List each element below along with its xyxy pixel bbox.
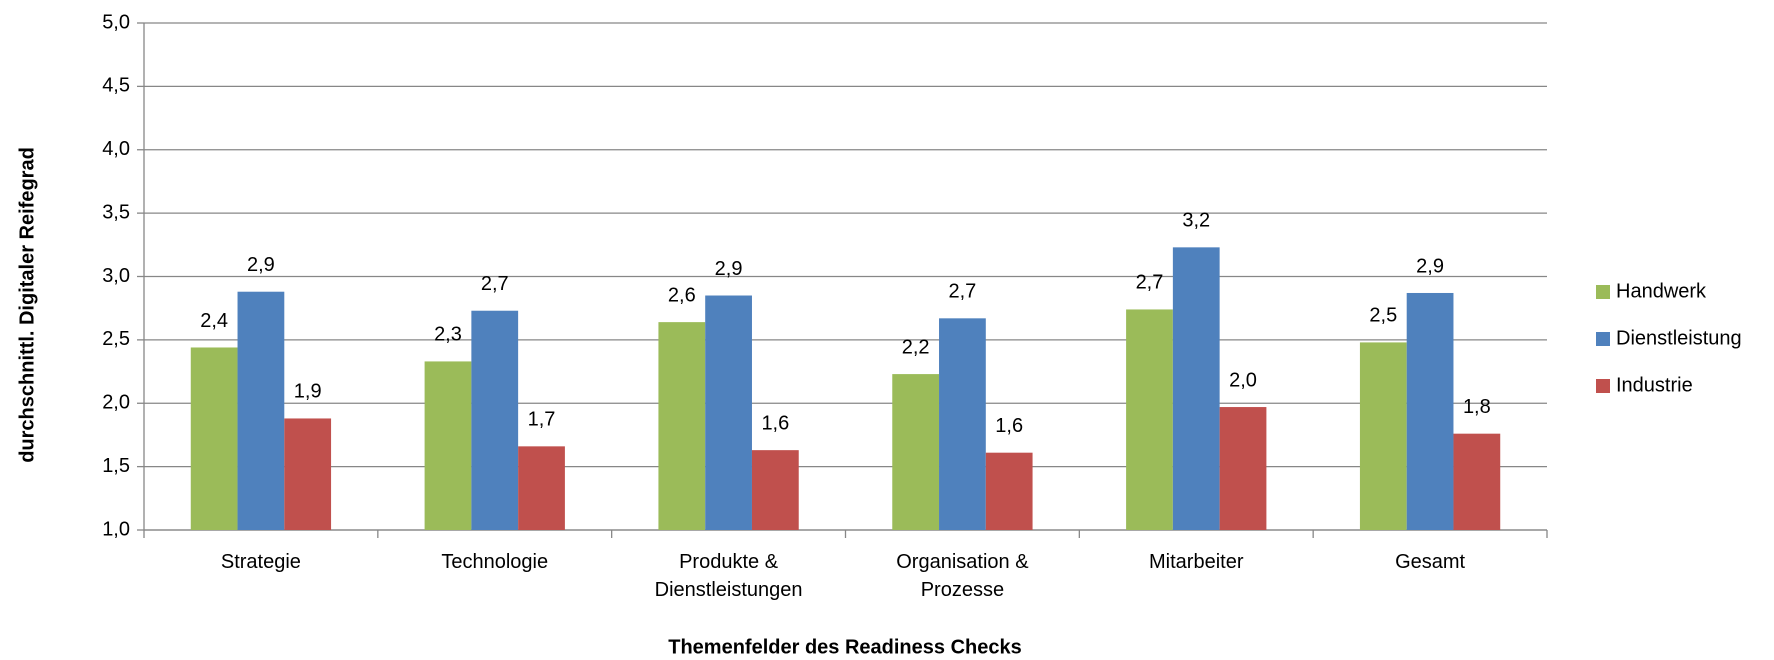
legend-swatch — [1596, 332, 1610, 346]
x-axis-title: Themenfelder des Readiness Checks — [668, 636, 1021, 658]
data-label: 1,8 — [1463, 396, 1491, 418]
data-label: 2,3 — [434, 324, 462, 346]
data-label: 2,4 — [200, 310, 228, 332]
bar — [1126, 309, 1173, 530]
bar — [190, 347, 238, 530]
legend-label: Industrie — [1616, 374, 1693, 396]
y-tick-label: 3,0 — [102, 265, 130, 287]
x-tick-label: Mitarbeiter — [1149, 551, 1244, 573]
bar — [518, 446, 565, 530]
bar — [1172, 247, 1220, 530]
y-axis-title: durchschnittl. Digitaler Reifegrad — [16, 147, 38, 463]
data-label: 2,9 — [715, 258, 743, 280]
bar — [284, 418, 332, 530]
data-label: 2,7 — [1136, 272, 1164, 294]
bar — [237, 291, 285, 530]
y-tick-label: 4,5 — [102, 75, 130, 97]
data-label: 2,5 — [1369, 305, 1397, 327]
data-label: 2,7 — [481, 273, 509, 295]
x-tick-label: Produkte & Dienstleistungen — [654, 551, 803, 601]
bar — [751, 450, 799, 530]
legend-swatch — [1596, 379, 1610, 393]
x-tick-label: Strategie — [220, 551, 301, 573]
data-label: 2,9 — [247, 254, 275, 276]
legend-label: Dienstleistung — [1616, 327, 1742, 349]
y-tick-label: 2,0 — [102, 392, 130, 414]
data-label: 2,9 — [1416, 255, 1444, 277]
data-label: 2,7 — [949, 281, 977, 303]
bar — [939, 318, 986, 530]
y-tick-label: 5,0 — [102, 11, 130, 33]
x-tick-label: Organisation & Prozesse — [896, 551, 1029, 601]
data-label: 1,9 — [294, 381, 322, 403]
bar — [1406, 292, 1454, 530]
bar — [892, 374, 940, 530]
data-label: 3,2 — [1182, 210, 1210, 232]
bar — [1219, 407, 1267, 530]
data-label: 1,6 — [995, 415, 1023, 437]
y-tick-label: 1,5 — [102, 455, 130, 477]
bar — [424, 361, 472, 530]
y-tick-label: 3,5 — [102, 201, 130, 223]
data-label: 2,2 — [902, 336, 930, 358]
bar — [1359, 342, 1407, 530]
legend-swatch — [1596, 285, 1610, 299]
x-tick-label: Technologie — [441, 551, 549, 573]
bar — [985, 452, 1033, 530]
bar — [705, 295, 752, 530]
legend-label: Handwerk — [1616, 280, 1707, 302]
bar — [471, 310, 519, 530]
bar — [658, 322, 706, 530]
y-tick-label: 2,5 — [102, 328, 130, 350]
x-tick-label: Gesamt — [1395, 551, 1466, 573]
data-label: 2,6 — [668, 284, 696, 306]
y-tick-label: 1,0 — [102, 518, 130, 540]
data-label: 1,7 — [528, 409, 556, 431]
bar — [1453, 433, 1501, 530]
data-label: 1,6 — [761, 412, 789, 434]
y-tick-label: 4,0 — [102, 138, 130, 160]
data-label: 2,0 — [1229, 369, 1257, 391]
